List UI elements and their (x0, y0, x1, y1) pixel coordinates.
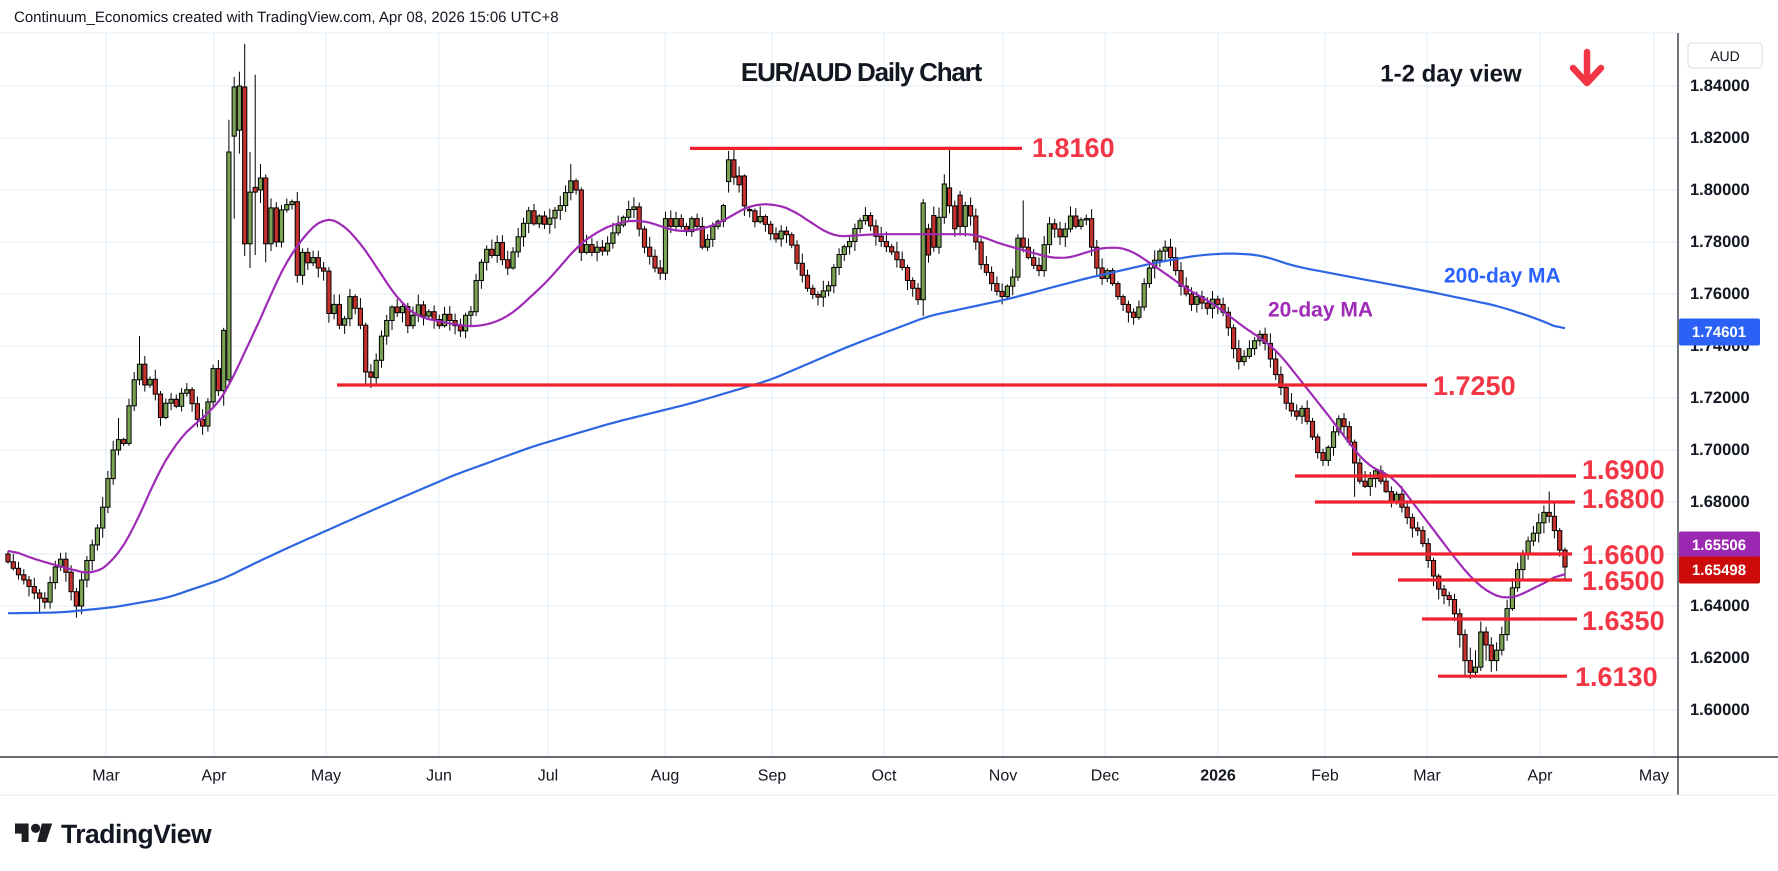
svg-text:1.74601: 1.74601 (1692, 324, 1746, 341)
svg-text:1.6800: 1.6800 (1582, 484, 1665, 514)
svg-text:Aug: Aug (651, 768, 679, 785)
svg-text:1.76000: 1.76000 (1690, 285, 1750, 303)
svg-text:1.6600: 1.6600 (1582, 540, 1665, 570)
svg-text:1.82000: 1.82000 (1690, 129, 1750, 147)
svg-text:1.6130: 1.6130 (1575, 662, 1658, 692)
svg-text:AUD: AUD (1710, 48, 1740, 64)
svg-text:1.80000: 1.80000 (1690, 181, 1750, 199)
svg-text:2026: 2026 (1200, 768, 1236, 785)
svg-text:Oct: Oct (872, 768, 897, 785)
svg-text:Apr: Apr (202, 768, 228, 785)
svg-text:1.6500: 1.6500 (1582, 566, 1665, 596)
svg-text:TradingView: TradingView (61, 819, 212, 849)
svg-text:Apr: Apr (1528, 768, 1554, 785)
svg-text:1.78000: 1.78000 (1690, 233, 1750, 251)
svg-text:1-2 day view: 1-2 day view (1380, 61, 1522, 88)
svg-text:1.68000: 1.68000 (1690, 493, 1750, 511)
svg-text:Mar: Mar (1413, 768, 1441, 785)
svg-text:1.62000: 1.62000 (1690, 649, 1750, 667)
svg-text:1.84000: 1.84000 (1690, 77, 1750, 95)
svg-text:Continuum_Economics created wi: Continuum_Economics created with Trading… (14, 9, 559, 26)
svg-text:1.70000: 1.70000 (1690, 441, 1750, 459)
svg-text:Dec: Dec (1091, 768, 1119, 785)
svg-text:1.64000: 1.64000 (1690, 597, 1750, 615)
svg-text:1.6350: 1.6350 (1582, 606, 1665, 636)
svg-text:1.60000: 1.60000 (1690, 701, 1750, 719)
svg-text:Jul: Jul (538, 768, 558, 785)
svg-text:Nov: Nov (989, 768, 1017, 785)
svg-text:May: May (1639, 768, 1669, 785)
svg-text:Sep: Sep (758, 768, 787, 785)
svg-text:Jun: Jun (426, 768, 452, 785)
svg-text:May: May (311, 768, 341, 785)
svg-text:1.8160: 1.8160 (1032, 133, 1115, 163)
svg-text:1.65506: 1.65506 (1692, 537, 1746, 554)
svg-text:1.65498: 1.65498 (1692, 562, 1746, 579)
svg-text:Mar: Mar (92, 768, 120, 785)
svg-text:1.7250: 1.7250 (1433, 371, 1516, 401)
svg-text:1.72000: 1.72000 (1690, 389, 1750, 407)
svg-text:1.6900: 1.6900 (1582, 455, 1665, 485)
svg-text:EUR/AUD Daily Chart: EUR/AUD Daily Chart (741, 57, 983, 87)
svg-text:20-day MA: 20-day MA (1268, 299, 1373, 322)
svg-text:Feb: Feb (1311, 768, 1339, 785)
svg-text:200-day MA: 200-day MA (1444, 265, 1561, 288)
